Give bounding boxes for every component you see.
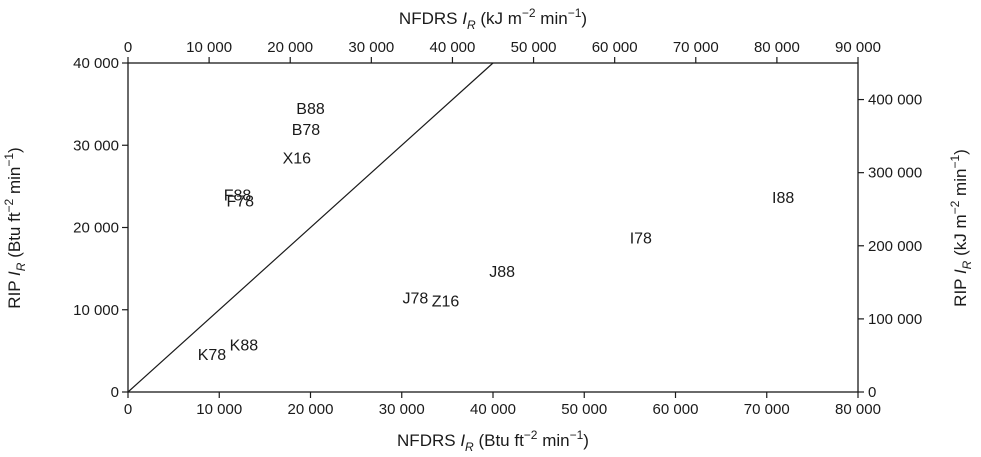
x2-tick-label: 20 000 [267, 39, 313, 56]
x2-tick-label: 60 000 [592, 39, 638, 56]
x-tick-label: 50 000 [561, 401, 607, 418]
y-tick-label: 40 000 [73, 55, 119, 72]
reference-line [127, 62, 494, 393]
point-label-j88: J88 [489, 264, 515, 281]
y2-tick-label: 0 [868, 384, 876, 401]
x-tick-label: 70 000 [744, 401, 790, 418]
x2-tick-label: 40 000 [429, 39, 475, 56]
point-label-b78: B78 [292, 122, 321, 139]
y-tick-label: 10 000 [73, 302, 119, 319]
point-label-f88: F88 [224, 188, 252, 205]
y2-axis-title: RIP IR (kJ m−2 min−1) [948, 149, 974, 307]
point-label-i88: I88 [772, 190, 794, 207]
x2-tick-label: 80 000 [754, 39, 800, 56]
x2-tick-label: 50 000 [511, 39, 557, 56]
y-tick-label: 0 [111, 384, 119, 401]
x2-tick-label: 90 000 [835, 39, 881, 56]
x-tick-label: 20 000 [288, 401, 334, 418]
point-label-z16: Z16 [432, 294, 460, 311]
x-tick-label: 40 000 [470, 401, 516, 418]
point-label-j78: J78 [403, 290, 429, 307]
x2-tick-label: 30 000 [348, 39, 394, 56]
x-tick-label: 80 000 [835, 401, 881, 418]
axis-ticks: 0 10 000 20 000 30 000 40 000 50 000 60 000 70 … [73, 39, 922, 418]
x-tick-label: 10 000 [196, 401, 242, 418]
x2-tick-label: 0 [124, 39, 132, 56]
y2-tick-label: 200 000 [868, 238, 922, 255]
y2-tick-label: 100 000 [868, 311, 922, 328]
point-label-f78: F78 [226, 193, 254, 210]
x2-tick-label: 10 000 [186, 39, 232, 56]
x-tick-label: 60 000 [653, 401, 699, 418]
y-axis-title: RIP IR (Btu ft−2 min−1) [2, 147, 28, 308]
y-tick-label: 20 000 [73, 220, 119, 237]
y2-tick-label: 300 000 [868, 165, 922, 182]
point-label-b88: B88 [296, 101, 325, 118]
x-tick-label: 30 000 [379, 401, 425, 418]
point-label-i78: I78 [630, 230, 652, 247]
y-tick-label: 30 000 [73, 137, 119, 154]
x2-axis-title: NFDRS IR (kJ m−2 min−1) [399, 6, 587, 32]
point-label-k88: K88 [230, 337, 259, 354]
y2-tick-label: 400 000 [868, 92, 922, 109]
x2-tick-label: 70 000 [673, 39, 719, 56]
point-label-x16: X16 [283, 151, 312, 168]
point-label-k78: K78 [198, 347, 227, 364]
x-axis-title: NFDRS IR (Btu ft−2 min−1) [397, 428, 589, 454]
x-tick-label: 0 [124, 401, 132, 418]
